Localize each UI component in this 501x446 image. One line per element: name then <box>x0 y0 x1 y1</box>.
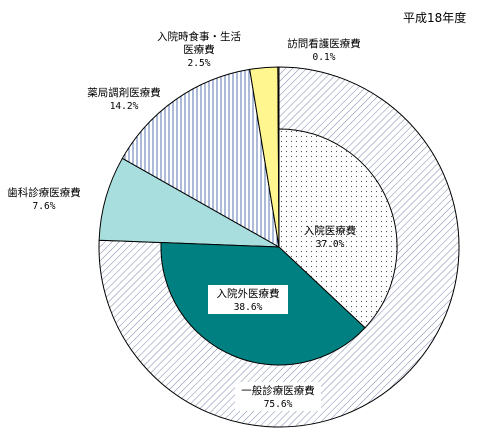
label-value-dental: 7.6% <box>33 201 56 212</box>
label-name-meals: 入院時食事・生活 <box>157 30 241 43</box>
label-visiting: 訪問看護医療費 0.1% <box>287 37 361 63</box>
label-value-general: 75.6% <box>264 399 293 410</box>
label-value-meals: 2.5% <box>188 58 211 69</box>
label-name-meals: 医療費 <box>183 43 215 56</box>
year-label: 平成18年度 <box>403 10 466 25</box>
label-outpatient: 入院外医療費 38.6% <box>208 285 288 314</box>
label-general: 一般診療医療費 75.6% <box>235 382 321 411</box>
slice-general <box>98 66 460 428</box>
label-box-outpatient <box>208 285 288 314</box>
label-value-inpatient: 37.0% <box>316 239 345 250</box>
label-value-visiting: 0.1% <box>313 52 336 63</box>
label-name-pharmacy: 薬局調剤医療費 <box>87 86 161 99</box>
label-box-general <box>235 382 321 411</box>
inner-slice-inpatient <box>278 128 398 329</box>
label-name-visiting: 訪問看護医療費 <box>287 37 361 50</box>
label-name-dental: 歯科診療医療費 <box>7 186 81 199</box>
label-name-general: 一般診療医療費 <box>241 384 315 397</box>
label-name-outpatient: 入院外医療費 <box>217 287 280 300</box>
label-inpatient: 入院医療費 37.0% <box>304 224 357 250</box>
slice-pharmacy <box>121 68 280 248</box>
label-value-outpatient: 38.6% <box>234 302 263 313</box>
label-value-pharmacy: 14.2% <box>110 101 139 112</box>
label-pharmacy: 薬局調剤医療費 14.2% <box>87 86 161 112</box>
outer-ring <box>98 66 460 428</box>
label-dental: 歯科診療医療費 7.6% <box>7 186 81 212</box>
label-name-inpatient: 入院医療費 <box>304 224 357 237</box>
